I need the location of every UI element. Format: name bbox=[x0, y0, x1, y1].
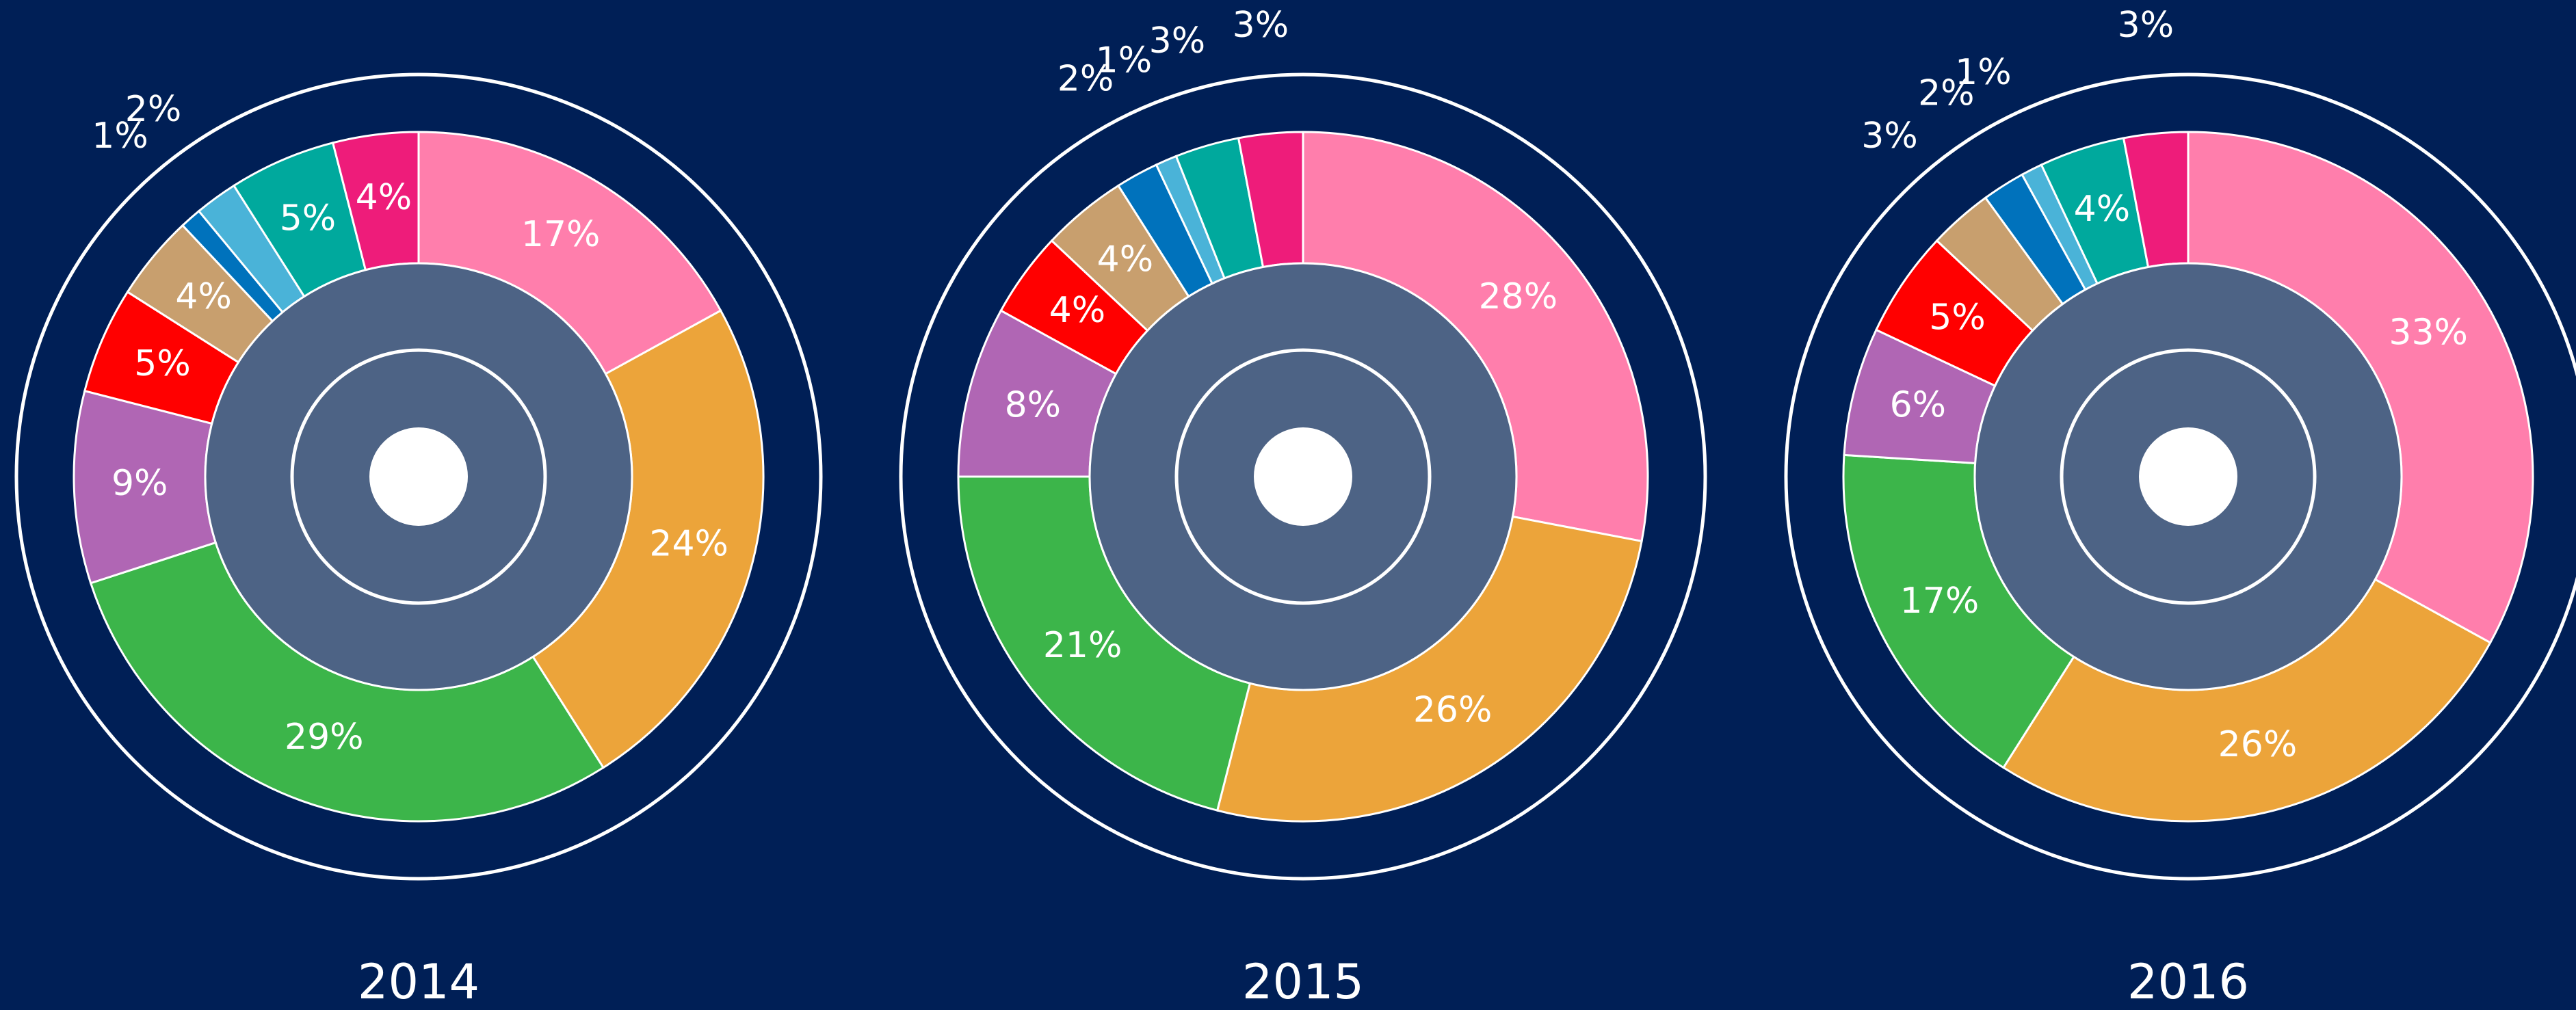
slice-label: 6% bbox=[1890, 385, 1947, 426]
slice-label: 2% bbox=[1918, 73, 1975, 114]
outer-ring bbox=[1784, 72, 2576, 881]
slice-label: 4% bbox=[1049, 290, 1106, 331]
outer-ring bbox=[14, 72, 823, 881]
slice-label: 21% bbox=[1043, 625, 1122, 666]
slice-label: 9% bbox=[111, 463, 168, 504]
slice-label: 1% bbox=[1955, 52, 2012, 93]
slice-label: 2% bbox=[125, 89, 182, 130]
slice-label: 17% bbox=[1900, 581, 1980, 622]
slice-label: 4% bbox=[1097, 239, 1154, 280]
slice-label: 8% bbox=[1005, 385, 1062, 426]
center-dot bbox=[369, 427, 468, 526]
slice-label: 2% bbox=[1057, 59, 1114, 100]
slice-label: 5% bbox=[1929, 297, 1986, 338]
slice-label: 4% bbox=[2074, 189, 2131, 230]
slice-label: 3% bbox=[1149, 21, 1206, 62]
outer-ring bbox=[899, 72, 1707, 881]
slice-label: 4% bbox=[356, 177, 412, 218]
slice-label: 26% bbox=[1413, 689, 1493, 730]
inner-ring bbox=[1174, 348, 1432, 605]
inner-ring bbox=[290, 348, 547, 605]
slice-label: 1% bbox=[92, 116, 148, 157]
center-dot bbox=[2139, 427, 2237, 526]
slice-label: 5% bbox=[280, 198, 337, 239]
slice-label: 3% bbox=[2118, 5, 2174, 46]
slice-label: 17% bbox=[521, 214, 601, 255]
chart-title: 2016 bbox=[2127, 954, 2249, 1010]
slice-label: 33% bbox=[2389, 312, 2468, 353]
slice-label: 26% bbox=[2218, 724, 2298, 765]
center-dot bbox=[1254, 427, 1352, 526]
slice-label: 1% bbox=[1096, 40, 1153, 81]
slice-label: 28% bbox=[1479, 276, 1558, 317]
slice-label: 5% bbox=[134, 343, 191, 384]
slice-label: 4% bbox=[175, 276, 232, 317]
chart-title: 2015 bbox=[1242, 954, 1364, 1010]
chart-title: 2014 bbox=[358, 954, 479, 1010]
inner-ring bbox=[2060, 348, 2317, 605]
slice-label: 3% bbox=[1233, 5, 1289, 46]
slice-label: 24% bbox=[649, 523, 728, 564]
slice-label: 3% bbox=[1861, 116, 1918, 157]
slice-label: 29% bbox=[285, 717, 364, 758]
